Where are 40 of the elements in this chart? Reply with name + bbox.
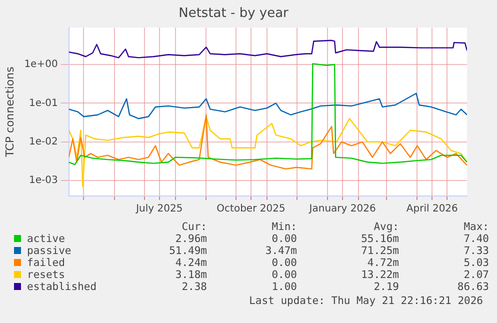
text: Cur: <box>180 221 207 233</box>
text: 2.96m <box>174 233 207 245</box>
text: Last update: Thu May 21 22:16:21 2026 <box>249 295 483 307</box>
chart-title: Netstat - by year <box>178 6 290 22</box>
y-tick-label: 1e-02 <box>28 136 58 148</box>
x-tick-label: April 2026 <box>406 204 458 215</box>
legend-label: active <box>26 233 65 245</box>
text: 3.18m <box>174 269 207 281</box>
text: 51.49m <box>168 245 207 257</box>
legend-label: established <box>26 281 97 293</box>
text: 2.19 <box>372 281 399 293</box>
text: 1.00 <box>270 281 297 293</box>
legend-label: passive <box>26 245 72 257</box>
x-tick-label: October 2025 <box>216 204 286 215</box>
legend-label: failed <box>26 257 65 269</box>
text: Avg: <box>372 221 399 233</box>
text: 13.22m <box>360 269 399 281</box>
text: 71.25m <box>360 245 399 257</box>
text: 0.00 <box>270 233 297 245</box>
text: Max: <box>462 221 489 233</box>
y-tick-label: 1e-01 <box>28 98 58 109</box>
text: 3.47m <box>264 245 297 257</box>
text: 0.00 <box>270 269 297 281</box>
text: 5.03 <box>462 257 489 269</box>
text: 4.72m <box>366 257 399 269</box>
legend-label: resets <box>26 269 65 281</box>
text: 7.40 <box>462 233 489 245</box>
text: 86.63 <box>456 281 489 293</box>
x-tick-label: July 2025 <box>135 204 183 215</box>
text: Min: <box>270 221 297 233</box>
text: 7.33 <box>462 245 489 257</box>
text: 4.24m <box>174 257 207 269</box>
y-tick-label: 1e-03 <box>28 175 58 186</box>
text: 2.38 <box>180 281 207 293</box>
text: 0.00 <box>270 257 297 269</box>
text: 2.07 <box>462 269 489 281</box>
x-tick-label: January 2026 <box>308 204 376 215</box>
y-axis-title: TCP connections <box>3 66 16 158</box>
text: 55.16m <box>360 233 399 245</box>
y-tick-label: 1e+00 <box>24 59 58 70</box>
